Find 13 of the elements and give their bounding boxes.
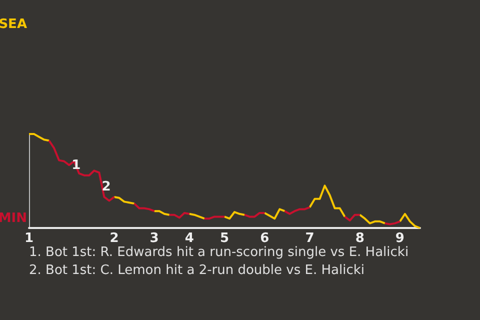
text: 2. Bot 1st: C. Lemon hit a 2-run double vs E. Halicki (29, 263, 364, 278)
annotation: 2 (102, 179, 111, 194)
x-tick-label: 5 (220, 231, 230, 246)
x-tick-label: 7 (305, 231, 314, 246)
text: 1. Bot 1st: R. Edwards hit a run-scoring single vs E. Halicki (29, 245, 409, 260)
x-tick-label: 6 (260, 231, 270, 246)
text: SEA (0, 17, 28, 32)
x-tick-label: 2 (110, 231, 119, 246)
x-tick-label: 3 (150, 231, 159, 246)
x-tick-label: 8 (355, 231, 364, 246)
x-tick-label: 9 (395, 231, 404, 246)
x-tick-label: 1 (24, 231, 34, 246)
x-tick-label: 4 (184, 231, 194, 246)
